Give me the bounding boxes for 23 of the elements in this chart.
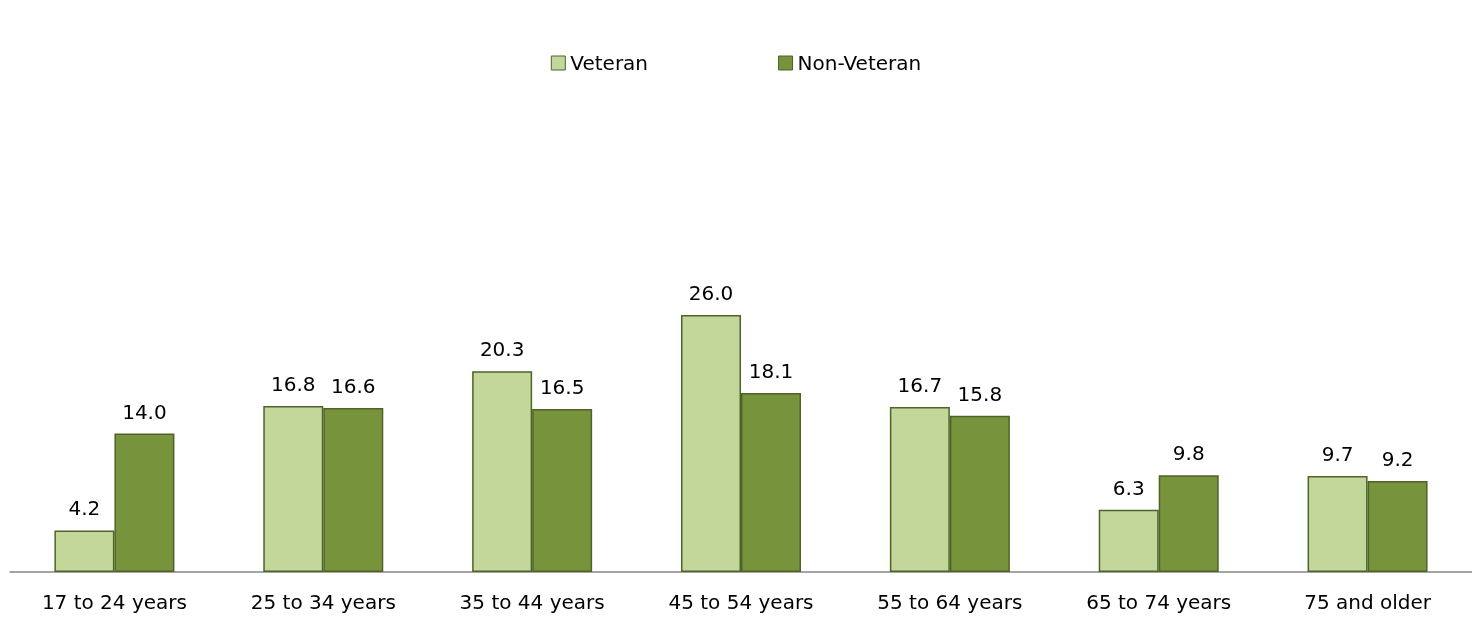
data-label: 26.0 bbox=[688, 281, 734, 305]
x-tick-label: 35 to 44 years bbox=[459, 590, 605, 614]
x-tick-label: 25 to 34 years bbox=[250, 590, 396, 614]
data-label: 16.5 bbox=[539, 374, 585, 399]
data-label: 16.8 bbox=[271, 371, 316, 396]
x-tick-label: 17 to 24 years bbox=[41, 590, 187, 614]
x-tick-label: 65 to 74 years bbox=[1086, 590, 1232, 614]
x-tick-label: 55 to 64 years bbox=[877, 590, 1023, 614]
data-label: 9.8 bbox=[1172, 441, 1205, 466]
data-label: 16.7 bbox=[897, 372, 943, 397]
legend-label: Veteran bbox=[570, 51, 649, 75]
data-label: 4.2 bbox=[68, 496, 101, 521]
data-label: 9.7 bbox=[1321, 442, 1354, 467]
data-label: 6.3 bbox=[1112, 475, 1145, 500]
x-tick-label: 75 and older bbox=[1304, 590, 1432, 614]
data-label: 16.6 bbox=[331, 373, 376, 398]
x-tick-label: 45 to 54 years bbox=[668, 590, 814, 614]
data-label: 14.0 bbox=[122, 399, 167, 424]
data-label: 15.8 bbox=[957, 381, 1003, 406]
data-label: 18.1 bbox=[748, 359, 794, 384]
data-label: 20.3 bbox=[479, 337, 525, 362]
data-label: 9.2 bbox=[1381, 447, 1414, 472]
legend-label: Non-Veteran bbox=[797, 51, 922, 75]
